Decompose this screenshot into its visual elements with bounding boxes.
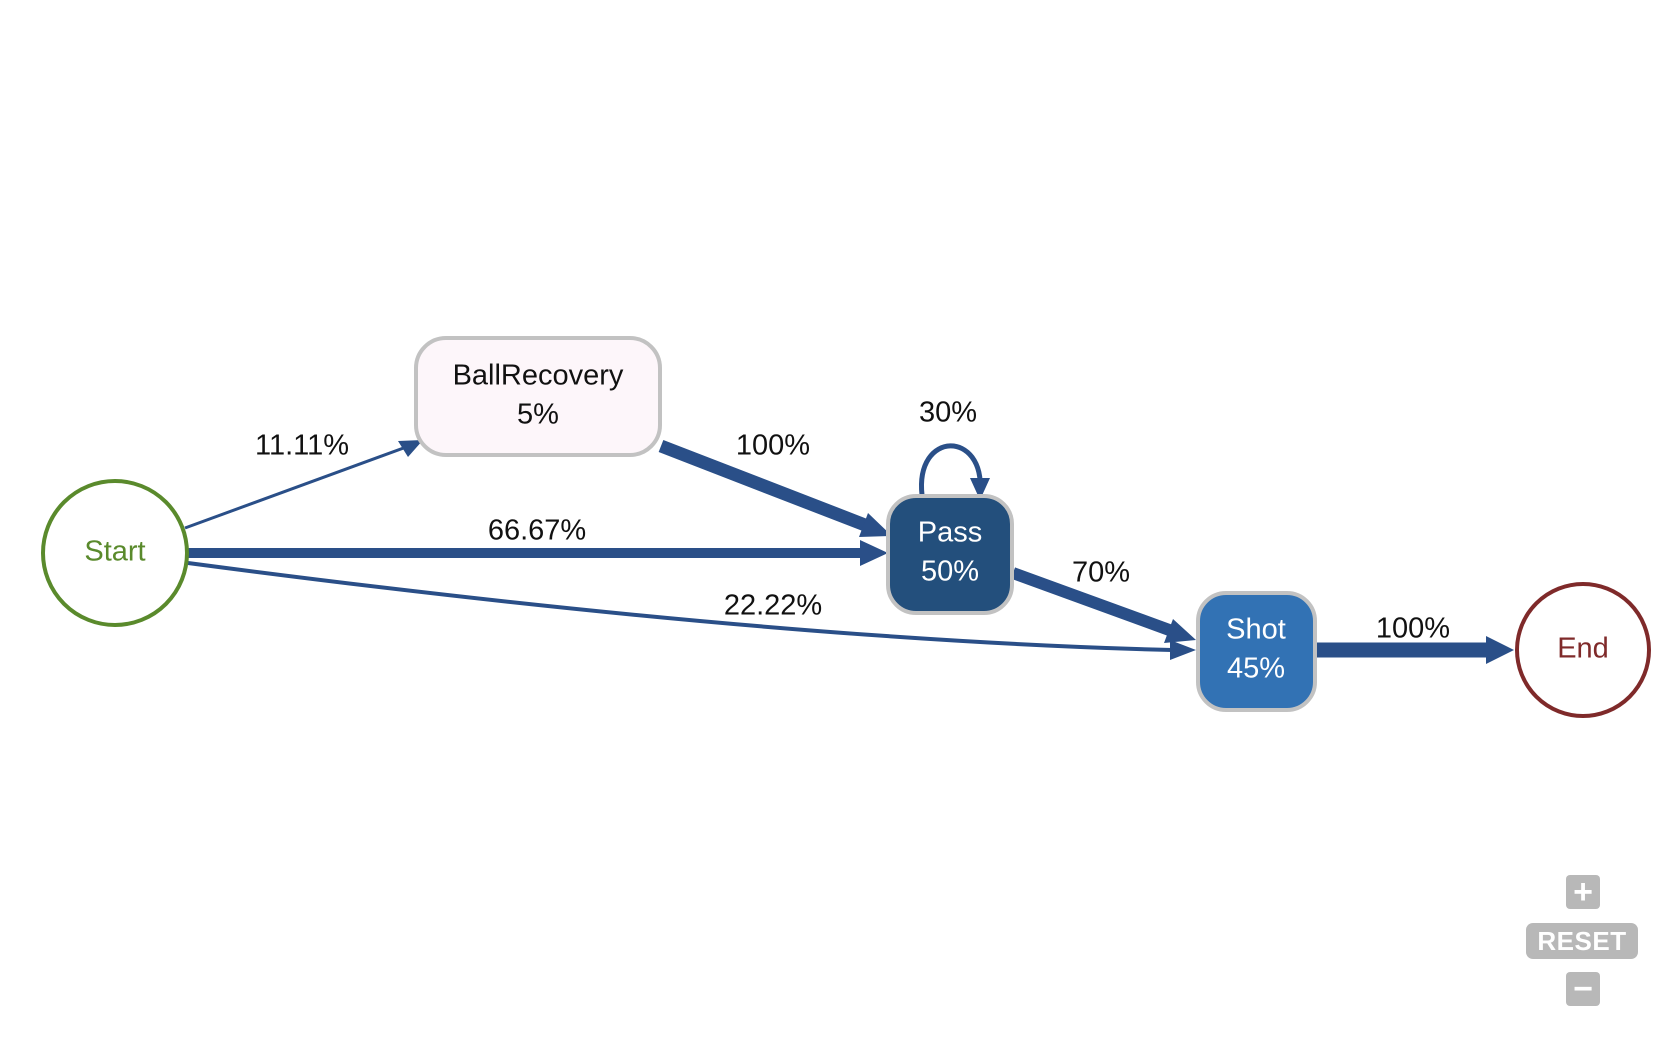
zoom-in-button[interactable]: + — [1566, 875, 1600, 909]
node-start[interactable]: Start — [41, 479, 189, 627]
edge-label-pass-shot: 70% — [1072, 557, 1130, 589]
edge-label-shot-end: 100% — [1376, 613, 1450, 645]
edge-shot-end-arrowhead — [1486, 636, 1514, 664]
edge-start-ballrecovery[interactable] — [184, 440, 421, 530]
reset-button-label: RESET — [1537, 925, 1627, 956]
node-pass-label: Pass — [918, 517, 982, 549]
node-shot[interactable]: Shot 45% — [1196, 591, 1317, 712]
edge-label-pass-pass: 30% — [919, 397, 977, 429]
node-end[interactable]: End — [1515, 582, 1651, 718]
edge-label-start-pass: 66.67% — [488, 515, 586, 547]
edge-ballrecovery-pass-arrowhead — [859, 513, 892, 537]
node-ballrecovery[interactable]: BallRecovery 5% — [414, 336, 662, 457]
edge-pass-pass-arrowhead — [970, 478, 990, 500]
reset-button[interactable]: RESET — [1526, 923, 1638, 959]
edge-label-start-ballrecovery: 11.11% — [255, 430, 349, 462]
edge-pass-pass[interactable] — [919, 443, 983, 496]
plus-icon: + — [1573, 873, 1593, 911]
node-start-label: Start — [84, 536, 145, 568]
node-end-label: End — [1557, 633, 1609, 665]
node-shot-label: Shot — [1226, 614, 1286, 646]
node-ballrecovery-pct: 5% — [517, 399, 559, 431]
zoom-out-button[interactable]: − — [1566, 972, 1600, 1006]
edge-ballrecovery-pass[interactable] — [658, 439, 868, 532]
node-pass-pct: 50% — [921, 556, 979, 588]
minus-icon: − — [1573, 970, 1593, 1008]
edge-label-start-shot: 22.22% — [724, 590, 822, 622]
edge-start-pass-arrowhead — [860, 540, 888, 566]
edge-start-shot-arrowhead — [1170, 640, 1196, 660]
node-shot-pct: 45% — [1227, 653, 1285, 685]
edge-pass-shot[interactable] — [1010, 567, 1175, 637]
edge-start-shot[interactable] — [187, 561, 1173, 652]
edge-label-ballrecovery-pass: 100% — [736, 430, 810, 462]
edge-pass-shot-arrowhead — [1164, 619, 1196, 643]
node-ballrecovery-label: BallRecovery — [453, 360, 624, 392]
edge-start-ballrecovery-arrowhead — [398, 440, 423, 457]
node-pass[interactable]: Pass 50% — [886, 494, 1014, 615]
